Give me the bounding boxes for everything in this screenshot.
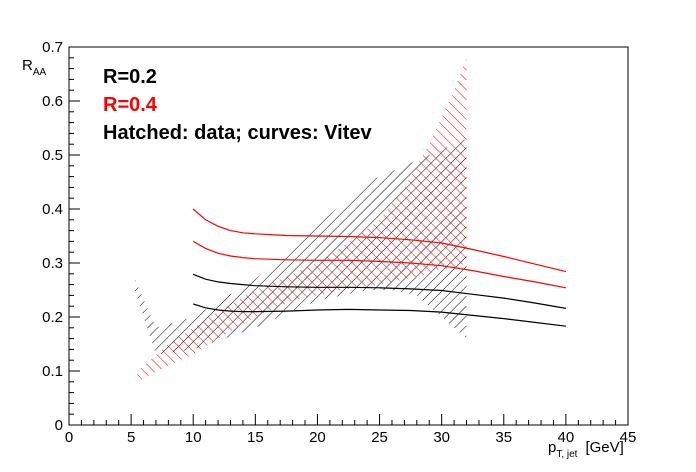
data-band-r04	[137, 57, 467, 382]
x-tick-label: 5	[127, 429, 135, 446]
plot-frame	[68, 46, 629, 426]
y-tick-label: 0.2	[42, 309, 63, 326]
x-tick-label: 35	[495, 429, 512, 446]
data-bands	[134, 57, 467, 382]
vitev-curve-4	[193, 303, 566, 327]
y-tick-label: 0.3	[42, 255, 63, 272]
x-tick-label: 25	[371, 429, 388, 446]
legend-entry-note: Hatched: data; curves: Vitev	[103, 122, 372, 144]
x-tick-label: 20	[309, 429, 326, 446]
x-tick-label: 10	[185, 429, 202, 446]
y-tick-label: 0.7	[42, 39, 63, 56]
vitev-curve-1	[192, 208, 567, 273]
y-tick-label: 0.1	[42, 363, 63, 380]
x-tick-label: 30	[433, 429, 450, 446]
y-tick-label: 0.6	[42, 93, 63, 110]
legend-entry-r04: R=0.4	[103, 94, 158, 116]
legend-entry-r02: R=0.2	[103, 66, 157, 88]
y-axis-title: RAA	[22, 57, 47, 78]
y-tick-label: 0.4	[42, 201, 63, 218]
axes: 0 5 10 15 20 25 30 35 40 45 0 0.1 0.2 0.3 0.4 0.5 0.6 0.7	[42, 39, 636, 446]
x-tick-label: 0	[65, 429, 73, 446]
x-tick-label: 40	[558, 429, 575, 446]
data-band-r02	[134, 138, 467, 355]
x-tick-label: 45	[620, 429, 637, 446]
vitev-curve-2	[192, 240, 567, 289]
legend: R=0.2 R=0.4 Hatched: data; curves: Vitev	[103, 66, 372, 144]
y-tick-label: 0.5	[42, 147, 63, 164]
x-axis-title: pT, jet [GeV]	[548, 439, 624, 460]
vitev-curve-3	[192, 273, 567, 309]
y-tick-label: 0	[55, 417, 63, 434]
vitev-curves	[192, 208, 567, 327]
x-tick-label: 15	[247, 429, 264, 446]
